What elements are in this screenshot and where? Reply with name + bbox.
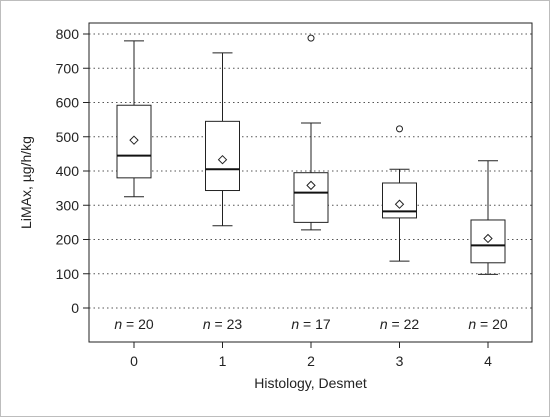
mean-marker	[306, 180, 316, 191]
box-series	[116, 34, 506, 275]
y-tick-label: 500	[56, 129, 80, 145]
x-axis-ticks: 0 1 2 3 4	[130, 342, 492, 369]
y-tick-label: 800	[56, 26, 80, 42]
box-0	[116, 40, 152, 198]
y-axis-ticks: 0 100 200 300 400 500 600 700 800	[56, 26, 89, 316]
x-axis-label: Histology, Desmet	[254, 375, 367, 391]
box-1	[205, 52, 240, 227]
box-3	[382, 125, 417, 262]
box-4	[470, 160, 506, 275]
box-2	[293, 34, 329, 231]
y-tick-label: 0	[71, 300, 79, 316]
n-label: n = 17	[291, 316, 331, 332]
outlier-point	[307, 34, 315, 42]
plot-area-border	[88, 22, 533, 343]
mean-marker	[129, 135, 139, 145]
x-tick-label: 0	[130, 353, 138, 369]
y-tick-label: 700	[56, 60, 80, 76]
x-tick-label: 1	[219, 353, 227, 369]
mean-marker	[483, 233, 493, 244]
x-tick-label: 4	[484, 353, 492, 369]
outlier-point	[396, 125, 403, 133]
sample-size-labels: n = 20 n = 23 n = 17 n = 22 n = 20	[114, 316, 508, 332]
x-tick-label: 2	[307, 353, 315, 369]
mean-marker	[394, 199, 405, 209]
y-tick-label: 600	[56, 95, 80, 111]
y-tick-label: 100	[56, 266, 80, 282]
n-label: n = 22	[380, 316, 420, 332]
n-label: n = 20	[114, 316, 154, 332]
y-axis-label: LiMAx, µg/h/kg	[18, 136, 34, 229]
mean-marker	[217, 154, 228, 165]
y-tick-label: 200	[56, 232, 80, 248]
n-label: n = 20	[468, 316, 508, 332]
box-iqr	[293, 172, 329, 223]
x-tick-label: 3	[396, 353, 404, 369]
y-tick-label: 400	[56, 163, 80, 179]
y-tick-label: 300	[56, 197, 80, 213]
n-label: n = 23	[203, 316, 243, 332]
